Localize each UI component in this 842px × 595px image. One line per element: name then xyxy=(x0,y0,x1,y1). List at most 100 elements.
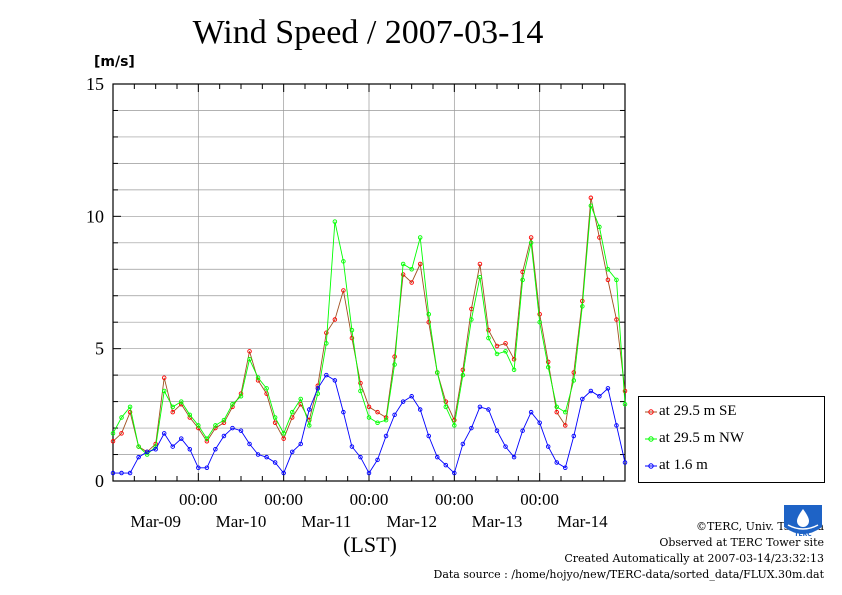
y-tick-label: 5 xyxy=(95,339,104,359)
data-point xyxy=(588,388,594,394)
data-point xyxy=(230,401,235,407)
data-point xyxy=(622,401,628,407)
data-point xyxy=(417,235,423,240)
data-point xyxy=(443,404,449,410)
data-point xyxy=(307,423,312,428)
data-point xyxy=(332,378,338,383)
data-point xyxy=(511,454,517,460)
data-series xyxy=(110,195,628,476)
data-point xyxy=(605,267,611,272)
data-point xyxy=(119,470,124,476)
data-point xyxy=(392,354,397,359)
data-point xyxy=(298,396,303,402)
data-point xyxy=(366,415,372,420)
x-tick-label: 00:00 xyxy=(520,490,559,509)
data-point xyxy=(324,372,329,378)
terc-logo-icon: TERC xyxy=(784,505,822,538)
data-point xyxy=(537,319,542,325)
data-source-text: Data source : /home/hojyo/new/TERC-data/… xyxy=(433,568,825,581)
data-point xyxy=(494,428,500,433)
data-point xyxy=(400,261,406,267)
data-point xyxy=(571,378,577,383)
data-point xyxy=(503,444,508,449)
day-label: Mar-09 xyxy=(130,512,181,531)
data-point xyxy=(597,224,602,230)
data-point xyxy=(272,415,278,420)
data-point xyxy=(392,412,397,418)
axis-ticks xyxy=(112,83,626,482)
data-point xyxy=(375,409,380,415)
data-point xyxy=(614,423,619,428)
data-point xyxy=(588,195,594,201)
data-point xyxy=(469,425,474,431)
data-point xyxy=(443,399,449,404)
data-point xyxy=(511,357,517,362)
grid-lines xyxy=(113,84,625,481)
data-point xyxy=(272,460,278,465)
copyright-text: ©TERC, Univ. Tsukuba xyxy=(695,520,824,533)
data-point xyxy=(119,431,124,436)
data-point xyxy=(537,420,542,426)
data-point xyxy=(443,462,449,468)
data-point xyxy=(170,409,175,415)
data-point xyxy=(153,446,158,452)
data-point xyxy=(426,433,431,439)
data-point xyxy=(307,407,312,412)
data-point xyxy=(289,409,295,415)
data-point xyxy=(324,341,329,346)
data-point xyxy=(341,288,346,293)
chart-title: Wind Speed / 2007-03-14 xyxy=(192,14,544,51)
data-point xyxy=(358,454,363,460)
data-point xyxy=(230,425,235,431)
series-2 xyxy=(110,203,628,457)
data-point xyxy=(375,457,380,463)
data-point xyxy=(545,444,551,449)
data-point xyxy=(545,364,551,370)
data-point xyxy=(486,335,491,341)
data-point xyxy=(358,380,363,386)
data-point xyxy=(324,330,329,336)
data-point xyxy=(110,431,116,436)
data-point xyxy=(247,349,252,354)
data-point xyxy=(349,335,355,341)
data-point xyxy=(494,351,500,357)
data-point xyxy=(161,388,167,394)
data-point xyxy=(400,272,406,277)
data-point xyxy=(417,407,423,412)
data-point xyxy=(264,454,269,460)
data-point xyxy=(204,439,210,444)
data-point xyxy=(144,452,150,457)
data-point xyxy=(187,412,193,418)
legend-marker-icon xyxy=(645,463,657,469)
data-point xyxy=(435,370,440,375)
x-tick-label: 00:00 xyxy=(264,490,303,509)
legend-label: at 29.5 m NW xyxy=(659,430,744,446)
data-point xyxy=(571,370,577,375)
data-point xyxy=(247,441,252,447)
data-point xyxy=(545,359,551,365)
legend-label: at 1.6 m xyxy=(659,457,708,473)
day-label: Mar-12 xyxy=(386,512,437,531)
data-point xyxy=(503,349,508,354)
legend-label: at 29.5 m SE xyxy=(659,403,737,419)
data-point xyxy=(554,460,559,465)
logo-text: TERC xyxy=(794,531,812,538)
data-point xyxy=(528,235,534,240)
data-point xyxy=(588,203,594,208)
data-point xyxy=(213,446,218,452)
data-point xyxy=(110,439,116,444)
data-point xyxy=(417,261,423,267)
data-point xyxy=(614,317,619,322)
data-point xyxy=(503,341,508,346)
data-point xyxy=(187,446,193,452)
day-label: Mar-13 xyxy=(472,512,523,531)
y-axis-unit: [m/s] xyxy=(94,54,135,70)
data-point xyxy=(622,460,628,465)
series-3 xyxy=(110,372,628,476)
data-point xyxy=(161,431,167,436)
observed-text: Observed at TERC Tower site xyxy=(659,536,824,549)
data-point xyxy=(110,470,116,476)
day-label: Mar-11 xyxy=(301,512,351,531)
data-point xyxy=(460,367,466,373)
data-point xyxy=(272,420,278,426)
